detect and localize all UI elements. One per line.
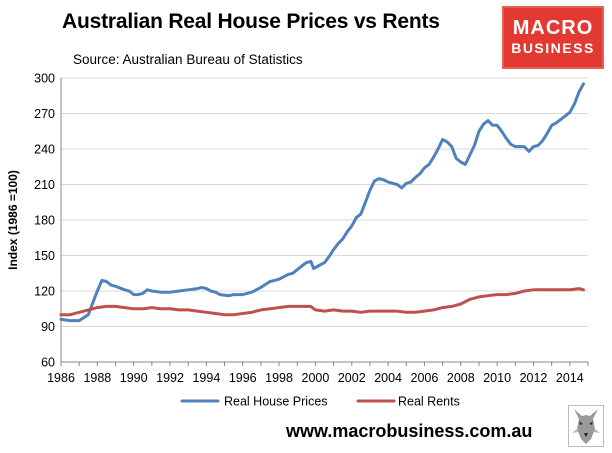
logo-line-business: BUSINESS — [511, 40, 595, 56]
y-tick-label: 60 — [41, 356, 55, 370]
y-tick-label: 150 — [34, 249, 55, 263]
legend-label: Real Rents — [398, 395, 460, 409]
x-tick-label: 2004 — [374, 371, 402, 385]
logo-line-macro: MACRO — [512, 17, 594, 39]
x-tick-label: 2008 — [447, 371, 475, 385]
x-tick-label: 1990 — [120, 371, 148, 385]
website-url[interactable]: www.macrobusiness.com.au — [286, 421, 533, 441]
x-tick-label: 2010 — [483, 371, 511, 385]
x-tick-label: 1988 — [83, 371, 111, 385]
x-tick-label: 2006 — [411, 371, 439, 385]
x-tick-label: 1994 — [192, 371, 220, 385]
x-tick-label: 2002 — [338, 371, 366, 385]
y-tick-label: 90 — [41, 320, 55, 334]
chart-title: Australian Real House Prices vs Rents — [62, 10, 440, 33]
y-axis-title: Index (1986 =100) — [6, 170, 20, 270]
chart-source: Source: Australian Bureau of Statistics — [73, 52, 303, 67]
y-tick-label: 270 — [34, 107, 55, 121]
x-tick-label: 1986 — [47, 371, 75, 385]
series-line-real-rents — [59, 287, 585, 317]
x-tick-label: 2014 — [556, 371, 584, 385]
y-tick-label: 300 — [34, 72, 55, 86]
series-line-real-house-prices — [59, 82, 585, 323]
y-tick-label: 240 — [34, 143, 55, 157]
x-tick-label: 2000 — [302, 371, 330, 385]
x-tick-label: 1992 — [156, 371, 184, 385]
x-tick-label: 2012 — [520, 371, 548, 385]
x-tick-label: 1998 — [265, 371, 293, 385]
y-tick-label: 210 — [34, 178, 55, 192]
legend-label: Real House Prices — [224, 395, 328, 409]
y-tick-label: 120 — [34, 285, 55, 299]
wolf-icon — [568, 405, 604, 447]
macrobusiness-logo: MACRO BUSINESS — [502, 6, 604, 69]
y-tick-label: 180 — [34, 214, 55, 228]
x-tick-label: 1996 — [229, 371, 257, 385]
